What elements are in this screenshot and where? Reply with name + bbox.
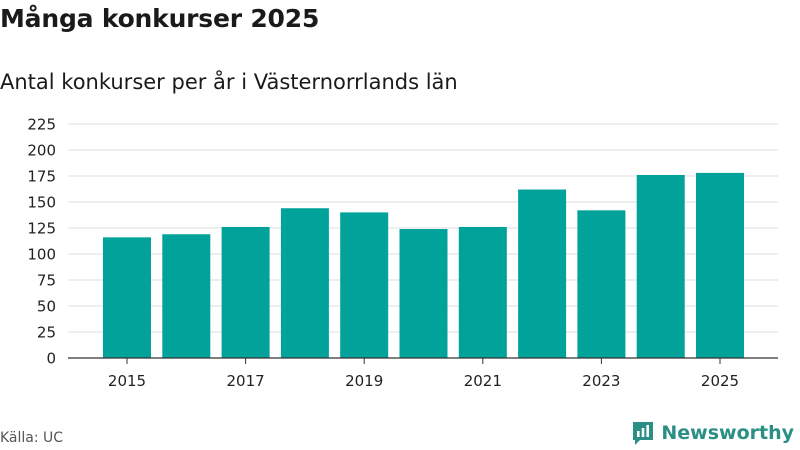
y-tick-label: 25 (37, 324, 56, 342)
x-tick-label: 2021 (464, 372, 502, 390)
bar-2020 (399, 229, 448, 358)
y-tick-label: 150 (27, 194, 56, 212)
y-tick-label: 50 (37, 298, 56, 316)
y-tick-label: 225 (27, 116, 56, 134)
y-tick-label: 125 (27, 220, 56, 238)
source-note: Källa: UC (0, 430, 64, 446)
y-tick-label: 200 (27, 142, 56, 160)
axes (68, 357, 778, 364)
x-tick-label: 2023 (582, 372, 620, 390)
chart-subtitle: Antal konkurser per år i Västernorrlands… (0, 70, 458, 94)
brand: Newsworthy (631, 420, 794, 446)
bar-2021 (458, 226, 507, 358)
x-tick-label: 2015 (108, 372, 146, 390)
y-tick-label: 0 (46, 350, 56, 368)
bar-2015 (103, 237, 151, 358)
y-tick-label: 75 (37, 272, 56, 290)
y-tick-label: 100 (27, 246, 56, 264)
x-tick-label: 2019 (345, 372, 383, 390)
bar-2017 (221, 226, 270, 358)
chart-title: Många konkurser 2025 (0, 4, 320, 33)
x-tick-label: 2017 (227, 372, 265, 390)
y-tick-label: 175 (27, 168, 56, 186)
brand-name: Newsworthy (661, 422, 794, 444)
bar-2016 (162, 234, 211, 358)
x-tick-label: 2025 (701, 372, 739, 390)
bar-chart: 0 25 50 75 100 125 150 175 200 225 2015 2017 2019 202… (27, 116, 778, 391)
bar-2024 (636, 174, 685, 358)
bar-2018 (280, 208, 329, 358)
newsworthy-logo-icon (633, 422, 654, 445)
bar-2019 (340, 212, 389, 358)
bar-2023 (577, 210, 626, 358)
bar-2025 (696, 172, 744, 358)
bar-2022 (518, 189, 567, 358)
tick-labels: 0 25 50 75 100 125 150 175 200 225 2015 2017 2019 202… (27, 116, 739, 391)
bars (103, 172, 744, 358)
